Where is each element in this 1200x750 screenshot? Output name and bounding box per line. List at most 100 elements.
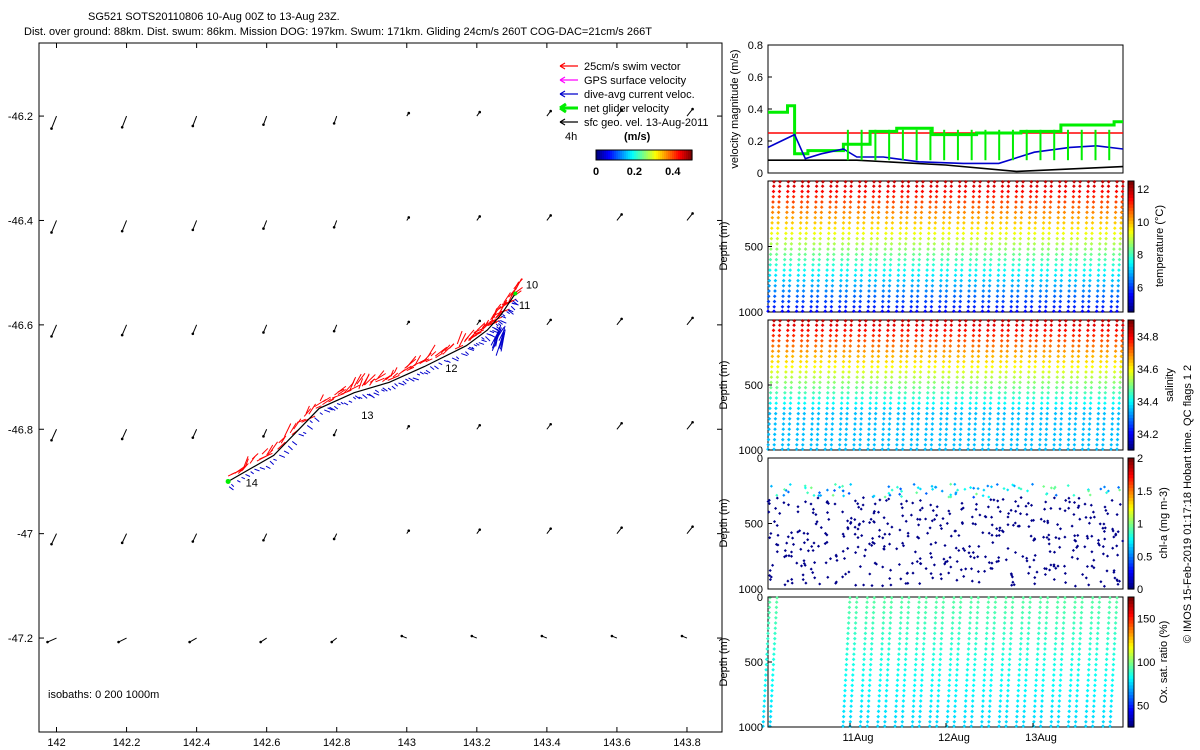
map-colorbar-cell: [672, 150, 675, 160]
section-point: [769, 231, 774, 236]
section-point: [874, 262, 879, 267]
section-point: [916, 273, 921, 278]
section-point: [833, 210, 838, 215]
swim-vector: [259, 452, 273, 460]
section-point: [763, 683, 768, 688]
geo-arrow: [51, 115, 57, 129]
swim-vector: [458, 333, 467, 347]
section-point: [988, 268, 993, 272]
section-point: [825, 257, 830, 262]
section-point: [826, 242, 831, 246]
section-point: [988, 273, 992, 278]
map-legend: 25cm/s swim vector GPS surface velocity …: [559, 61, 709, 178]
section-point: [1016, 273, 1021, 278]
velocity-panel: 00.20.40.60.8 velocity magnitude (m/s): [729, 40, 1124, 180]
map-xtick-label: 143.4: [533, 737, 561, 749]
section-colorbar-cell: [1128, 320, 1134, 324]
swim-vector: [456, 330, 463, 345]
section-point: [896, 268, 901, 272]
section-point: [801, 289, 806, 293]
section-point: [1017, 268, 1021, 272]
section-point: [989, 252, 993, 257]
dac-vector: [405, 378, 409, 382]
section-point: [1018, 231, 1023, 236]
section-point: [795, 289, 800, 293]
section-point: [810, 268, 815, 272]
map-colorbar-cell: [680, 150, 683, 160]
section-point: [943, 304, 948, 309]
legend-geo-label: sfc geo. vel. 13-Aug-2011: [584, 117, 709, 129]
section-point: [814, 200, 818, 204]
section-point: [840, 242, 845, 246]
section-point: [888, 268, 893, 272]
section-point: [799, 205, 804, 210]
section-point: [860, 257, 865, 262]
geo-arrow: [121, 115, 128, 128]
legend-swim-label: 25cm/s swim vector: [584, 61, 681, 73]
section-point: [966, 299, 971, 304]
section-point: [1010, 283, 1015, 288]
section-point: [896, 273, 901, 278]
section-point: [781, 294, 785, 299]
section-point: [880, 309, 885, 314]
section-point: [913, 221, 917, 225]
track-line: [227, 293, 516, 483]
section-point: [867, 278, 872, 283]
dac-vector: [438, 362, 443, 366]
section-point: [971, 194, 976, 199]
section-point: [967, 273, 972, 278]
section-point: [932, 231, 937, 236]
geo-arrow-head: [407, 529, 411, 532]
dac-vector: [283, 450, 290, 454]
section-point: [831, 257, 836, 262]
section-point: [1015, 294, 1020, 299]
section-point: [852, 294, 857, 299]
section-point: [992, 189, 996, 194]
section-point: [773, 278, 778, 283]
dac-vector: [499, 332, 506, 346]
geo-arrow-head: [332, 537, 336, 541]
section-point: [831, 262, 836, 267]
section-point: [859, 268, 864, 272]
map-ytick-label: -46.4: [8, 215, 33, 227]
map-xtick-label: 143.2: [463, 737, 491, 749]
section-point: [861, 221, 866, 225]
section-point: [858, 299, 863, 304]
section-point: [800, 309, 805, 314]
section-point: [973, 283, 978, 288]
section-point: [875, 242, 880, 246]
section-point: [980, 309, 985, 314]
section-ytick-label: 1000: [739, 307, 763, 319]
section-point: [982, 273, 986, 278]
dac-vector: [334, 405, 339, 410]
section-point: [968, 252, 973, 257]
geo-arrow-head: [46, 640, 49, 644]
dac-vector: [465, 351, 469, 356]
section-point: [801, 283, 806, 288]
section-point: [868, 257, 873, 262]
section-point: [886, 189, 890, 194]
section-point: [974, 268, 978, 272]
section-point: [870, 215, 875, 220]
geo-arrow: [51, 533, 57, 545]
map-colorbar-cell: [654, 150, 657, 160]
section-point: [944, 283, 949, 288]
section-point: [796, 273, 801, 278]
section-point: [972, 294, 977, 299]
dac-vector: [412, 377, 419, 381]
swim-vector: [242, 456, 249, 471]
section-point: [840, 257, 844, 262]
geo-arrow: [192, 115, 198, 127]
section-point: [798, 231, 803, 236]
section-point: [945, 273, 950, 278]
dac-vector: [468, 346, 474, 350]
section-point: [925, 268, 929, 272]
dac-vector: [461, 353, 468, 357]
section-point: [1011, 252, 1016, 257]
section-point: [1054, 257, 1059, 262]
map-colorbar-cell: [644, 150, 647, 160]
section-point: [976, 210, 981, 215]
map-colorbar-cell: [634, 150, 637, 160]
section-point: [1025, 257, 1030, 262]
section-point: [916, 268, 921, 272]
